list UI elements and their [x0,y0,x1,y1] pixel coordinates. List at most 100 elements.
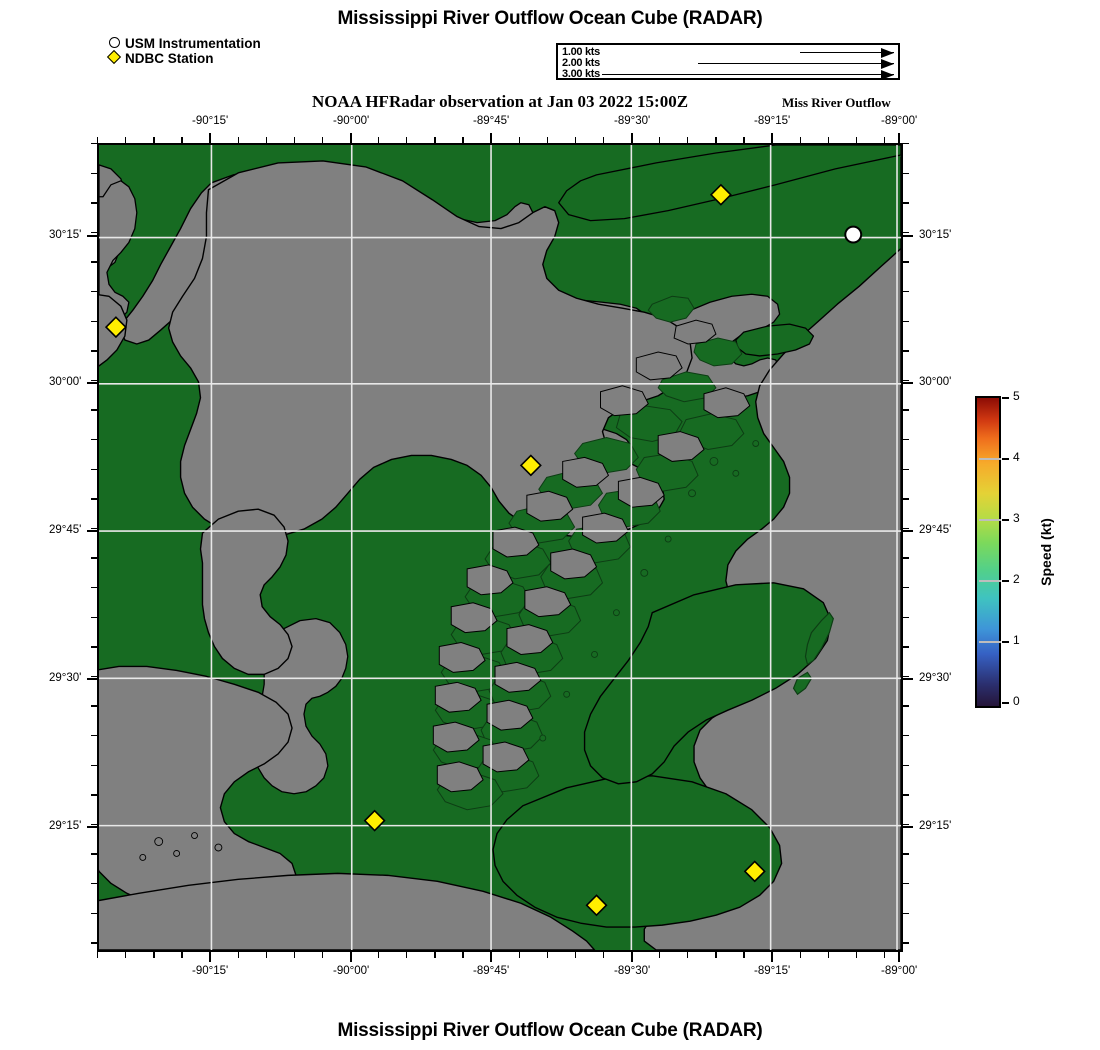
axis-minor-tick-right [903,291,909,293]
axis-minor-tick-top [462,137,464,143]
axis-minor-tick-top [827,137,829,143]
axis-minor-tick-bottom [855,952,858,958]
speed-colorbar: 5 4 3 2 1 0 [975,389,1020,708]
axis-minor-tick-left [91,587,97,589]
axis-major-tick-left-4 [87,826,97,829]
axis-minor-tick-left [91,823,97,826]
axis-minor-tick-right [903,557,909,559]
axis-minor-tick-bottom [574,952,577,958]
axis-minor-tick-bottom [546,952,548,958]
axis-label-lon-bottom-1: -90°00' [333,965,370,977]
diamond-marker-icon [106,49,125,66]
axis-minor-tick-left [91,527,97,530]
vector-scale-row-1: 1.00 kts [558,46,898,58]
axis-label-lat-left-4: 29°15' [49,820,82,832]
axis-minor-tick-bottom [181,952,183,958]
axis-minor-tick-left [91,172,97,174]
axis-minor-tick-top [855,137,858,143]
axis-minor-tick-bottom [883,952,886,958]
axis-major-tick-left-3 [87,678,97,681]
region-label: Miss River Outflow [782,95,891,110]
vector-scale-row-2: 2.00 kts [558,57,898,69]
vector-arrow-3 [602,69,894,80]
colorbar-axis-title: Speed (kt) [1038,518,1054,586]
map-canvas[interactable] [97,143,903,952]
axis-minor-tick-top [378,137,380,143]
axis-label-lat-right-1: 30°00' [919,376,952,388]
axis-minor-tick-left [91,291,97,293]
axis-label-lon-bottom-4: -89°15' [754,965,791,977]
axis-minor-tick-top [293,137,296,143]
axis-minor-tick-top [434,137,436,143]
axis-minor-tick-left [91,942,97,944]
axis-minor-tick-right [903,468,909,470]
axis-minor-tick-right [903,527,909,530]
axis-major-tick-bottom-0 [209,952,212,962]
axis-label-lon-top-3: -89°30' [614,115,651,127]
axis-label-lon-top-1: -90°00' [333,115,370,127]
water-breton-sound [583,582,833,785]
axis-minor-tick-top [321,137,324,143]
axis-minor-tick-right [903,942,909,944]
axis-minor-tick-bottom [687,952,689,958]
legend-item-usm: USM Instrumentation [108,36,261,51]
axis-major-tick-right-4 [903,826,913,829]
axis-major-tick-right-2 [903,530,913,533]
axis-minor-tick-top [715,137,717,143]
axis-minor-tick-right [903,320,909,322]
axis-label-lat-right-3: 29°30' [919,672,952,684]
axis-minor-tick-left [91,379,97,382]
axis-minor-tick-left [91,409,97,411]
axis-minor-tick-left [91,320,97,322]
axis-minor-tick-bottom [153,952,155,958]
axis-label-lon-top-4: -89°15' [754,115,791,127]
axis-minor-tick-bottom [518,952,520,958]
axis-minor-tick-top [574,137,577,143]
axis-minor-tick-left [91,202,97,204]
axis-major-tick-top-3 [631,133,634,143]
axis-minor-tick-bottom [97,952,99,958]
axis-minor-tick-top [518,137,520,143]
axis-minor-tick-bottom [827,952,829,958]
axis-minor-tick-right [903,735,909,737]
marker-legend: USM Instrumentation NDBC Station [106,36,261,66]
colorbar-tick-0: 0 [1013,694,1020,708]
axis-minor-tick-bottom [293,952,296,958]
axis-minor-tick-right [903,350,909,352]
axis-minor-tick-left [91,735,97,737]
vector-scale-label-3: 3.00 kts [562,68,600,80]
map-geography [99,145,901,950]
axis-minor-tick-right [903,202,909,204]
legend-item-usm-label: USM Instrumentation [125,36,261,51]
vector-scale-legend: 1.00 kts 2.00 kts 3.00 kts [556,43,900,80]
axis-label-lat-left-0: 30°15' [49,229,82,241]
axis-major-tick-top-4 [771,133,774,143]
axis-minor-tick-right [903,883,909,885]
axis-minor-tick-left [91,498,97,500]
axis-label-lat-right-2: 29°45' [919,524,952,536]
axis-label-lon-top-0: -90°15' [192,115,229,127]
legend-item-ndbc-label: NDBC Station [125,51,214,66]
colorbar-tick-3: 3 [1013,511,1020,525]
axis-minor-tick-left [91,705,97,707]
axis-minor-tick-left [91,261,97,263]
axis-minor-tick-left [91,764,97,766]
axis-major-tick-top-5 [898,133,901,143]
axis-minor-tick-top [883,137,886,143]
axis-minor-tick-top [265,137,267,143]
axis-major-tick-top-2 [490,133,493,143]
axis-label-lat-right-4: 29°15' [919,820,952,832]
axis-major-tick-top-1 [350,133,353,143]
colorbar-tick-1: 1 [1013,633,1020,647]
axis-minor-tick-bottom [237,952,239,958]
axis-minor-tick-bottom [125,952,127,958]
axis-minor-tick-left [91,794,97,796]
axis-minor-tick-top [125,137,127,143]
axis-minor-tick-right [903,675,909,678]
vector-scale-label-2: 2.00 kts [562,57,600,69]
map-graphics [99,145,901,950]
axis-major-tick-bottom-3 [631,952,634,962]
axis-minor-tick-top [237,137,239,143]
axis-minor-tick-left [91,912,97,914]
axis-minor-tick-left [91,675,97,678]
